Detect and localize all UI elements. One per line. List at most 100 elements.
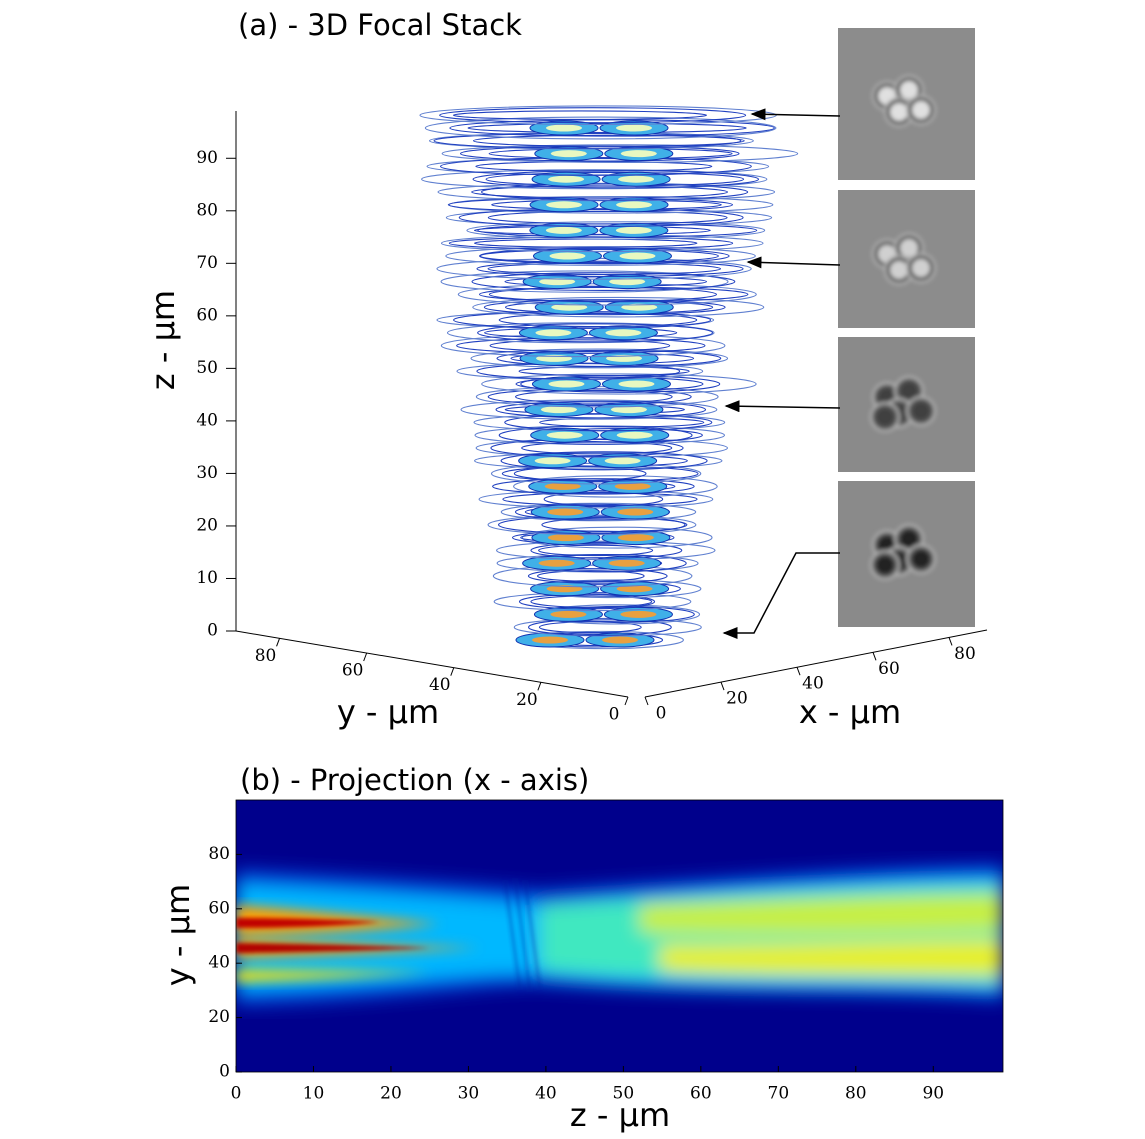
- contour: [441, 144, 799, 163]
- contour: [500, 502, 697, 522]
- contour: [466, 221, 766, 240]
- z-tick-label: 90: [196, 148, 218, 168]
- contour: [488, 286, 718, 302]
- contour: [620, 610, 657, 618]
- x-tick-label: 20: [380, 1084, 402, 1104]
- contour: [472, 134, 745, 147]
- y-tick: [276, 638, 281, 647]
- contour: [513, 617, 702, 637]
- contour: [616, 431, 653, 439]
- contour: [538, 544, 654, 557]
- contour: [474, 238, 698, 248]
- contour: [616, 124, 653, 132]
- x-tick-label: 90: [922, 1084, 944, 1104]
- contour: [608, 559, 645, 567]
- contour: [604, 457, 641, 465]
- contour: [547, 508, 584, 516]
- contour: [618, 175, 655, 183]
- x-tick-label: 40: [535, 1084, 557, 1104]
- contour: [470, 348, 729, 369]
- x-tick-label: 40: [802, 674, 824, 694]
- y-tick-label: 40: [208, 953, 230, 973]
- contour: [492, 478, 695, 495]
- contour: [539, 278, 576, 286]
- contour: [421, 169, 768, 190]
- contour: [605, 329, 642, 337]
- contour: [485, 171, 745, 187]
- contour: [547, 534, 584, 542]
- cell: [900, 382, 918, 400]
- x-tick: [720, 681, 725, 691]
- contour: [504, 404, 685, 415]
- cell-cluster: [870, 376, 936, 432]
- contour: [532, 636, 569, 644]
- contour: [546, 201, 583, 209]
- x-tick-label: 30: [458, 1084, 480, 1104]
- contour: [535, 329, 572, 337]
- contour: [617, 534, 654, 542]
- contour: [616, 201, 653, 209]
- contour: [496, 349, 722, 367]
- contour: [617, 508, 654, 516]
- contour: [521, 441, 673, 455]
- contour: [483, 299, 726, 316]
- contour: [618, 380, 655, 388]
- arrow: [746, 256, 841, 269]
- contour: [474, 452, 723, 470]
- x-tick-label: 10: [303, 1084, 325, 1104]
- contour: [440, 270, 729, 293]
- contour: [538, 559, 575, 567]
- panel-a-title: (a) - 3D Focal Stack: [238, 8, 522, 42]
- contour: [492, 564, 693, 588]
- contour: [609, 278, 646, 286]
- x-tick-label: 60: [878, 659, 900, 679]
- z-tick-label: 30: [196, 463, 218, 483]
- cell-cluster: [872, 233, 936, 285]
- x-tick: [796, 667, 801, 676]
- z-tick-label: 20: [196, 515, 218, 535]
- contour: [546, 431, 583, 439]
- contour: [500, 451, 708, 471]
- x-axis-label: z - μm: [570, 1096, 670, 1134]
- contour: [545, 226, 582, 234]
- y-tick-label: 40: [429, 675, 451, 695]
- cell: [900, 239, 918, 257]
- heatmap: [236, 800, 1003, 1072]
- cell-cluster: [870, 524, 936, 580]
- contour: [460, 399, 718, 420]
- contour: [495, 400, 707, 419]
- x-tick-label: 70: [768, 1084, 790, 1104]
- contour: [515, 376, 704, 392]
- arrow: [722, 552, 840, 639]
- y-tick: [624, 696, 629, 706]
- contour: [536, 570, 645, 582]
- contour: [541, 517, 688, 533]
- cell: [912, 550, 930, 568]
- cell: [890, 261, 908, 279]
- y-tick-label: 60: [342, 661, 364, 681]
- x-tick: [948, 637, 953, 646]
- cell: [912, 101, 930, 119]
- contour: [602, 636, 639, 644]
- contour: [615, 226, 652, 234]
- y-tick: [450, 667, 455, 676]
- arrow: [724, 400, 841, 413]
- y-tick-label: 80: [255, 646, 277, 666]
- x-tick: [644, 696, 649, 706]
- z-axis-label: z - μm: [144, 290, 182, 390]
- x-tick-label: 80: [954, 644, 976, 664]
- contour: [548, 380, 585, 388]
- contour: [550, 610, 587, 618]
- contour: [471, 272, 736, 292]
- y-axis-label: y - μm: [337, 693, 439, 731]
- contour: [549, 252, 586, 260]
- z-tick-label: 70: [196, 253, 218, 273]
- arrow: [750, 108, 841, 121]
- y-tick-label: 20: [208, 1007, 230, 1027]
- contour: [620, 150, 657, 158]
- contour: [472, 296, 765, 318]
- contour: [610, 406, 647, 414]
- z-tick-label: 10: [196, 568, 218, 588]
- y-tick-label: 0: [219, 1062, 230, 1082]
